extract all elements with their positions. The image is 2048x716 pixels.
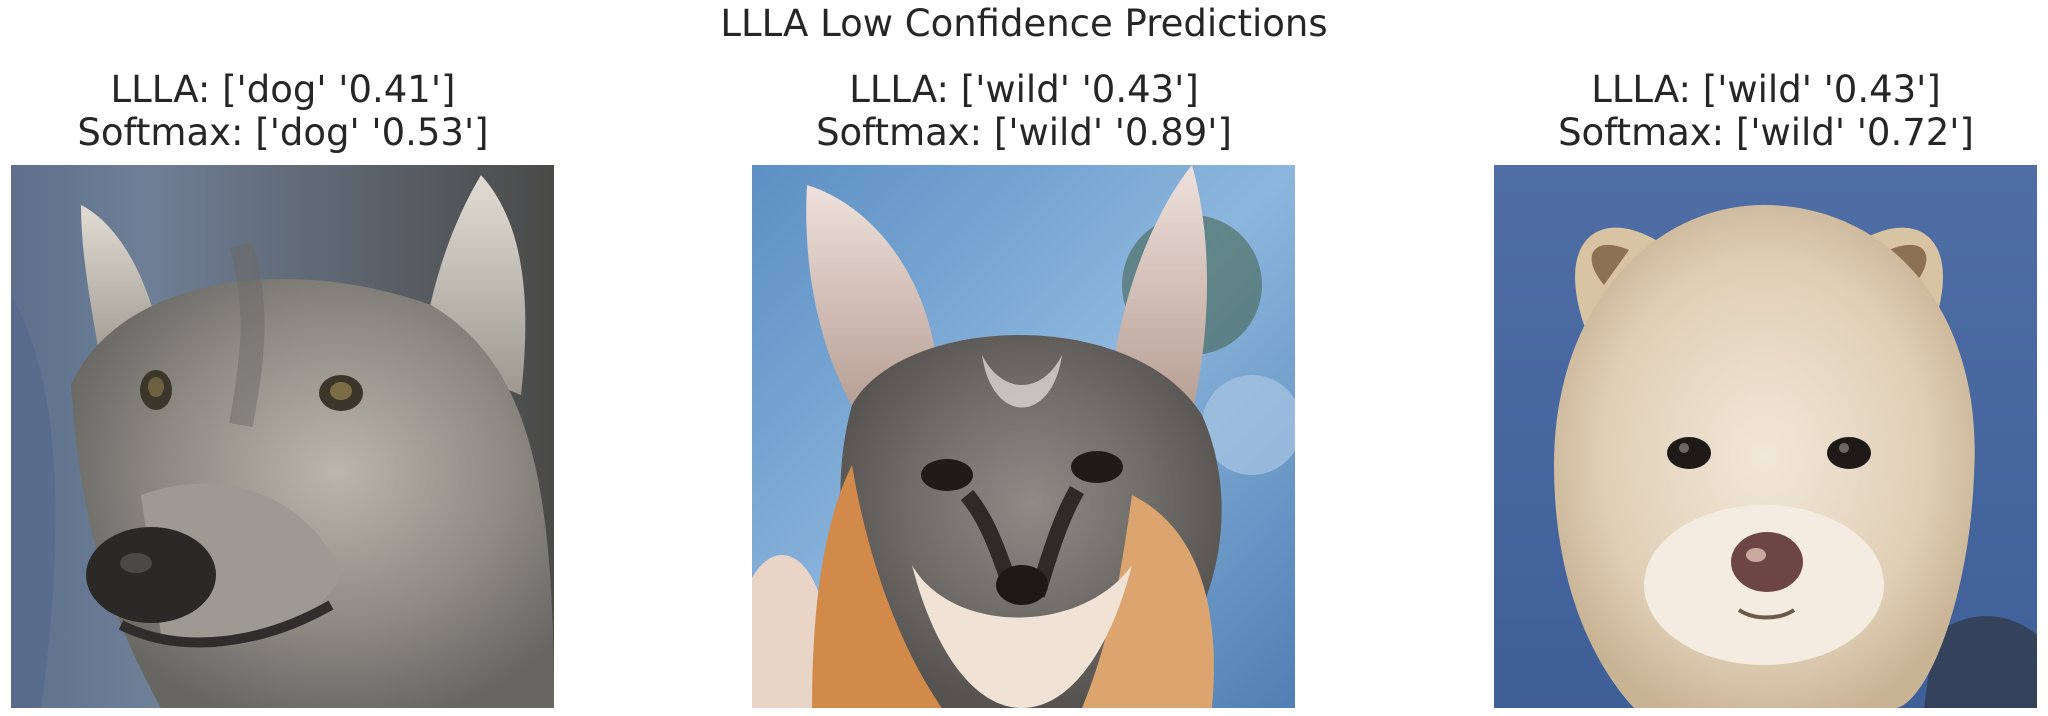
panel-1: LLLA: ['dog' '0.41'] Softmax: ['dog' '0.… — [11, 68, 554, 708]
panel-3: LLLA: ['wild' '0.43'] Softmax: ['wild' '… — [1494, 68, 2037, 708]
panel-3-image — [1494, 165, 2037, 708]
panel-2: LLLA: ['wild' '0.43'] Softmax: ['wild' '… — [752, 68, 1295, 708]
figure-title: LLLA Low Confidence Predictions — [720, 2, 1328, 45]
panel-1-title: LLLA: ['dog' '0.41'] Softmax: ['dog' '0.… — [0, 68, 663, 154]
panel-3-softmax-label: Softmax: ['wild' '0.72'] — [1558, 111, 1974, 154]
panel-2-softmax-label: Softmax: ['wild' '0.89'] — [816, 111, 1232, 154]
panel-3-title: LLLA: ['wild' '0.43'] Softmax: ['wild' '… — [1386, 68, 2048, 154]
panel-2-title: LLLA: ['wild' '0.43'] Softmax: ['wild' '… — [644, 68, 1404, 154]
panel-2-image — [752, 165, 1295, 708]
panel-1-image — [11, 165, 554, 708]
panel-2-llla-label: LLLA: ['wild' '0.43'] — [849, 68, 1199, 111]
panel-1-softmax-label: Softmax: ['dog' '0.53'] — [77, 111, 489, 154]
panel-1-llla-label: LLLA: ['dog' '0.41'] — [110, 68, 456, 111]
panel-3-llla-label: LLLA: ['wild' '0.43'] — [1591, 68, 1941, 111]
